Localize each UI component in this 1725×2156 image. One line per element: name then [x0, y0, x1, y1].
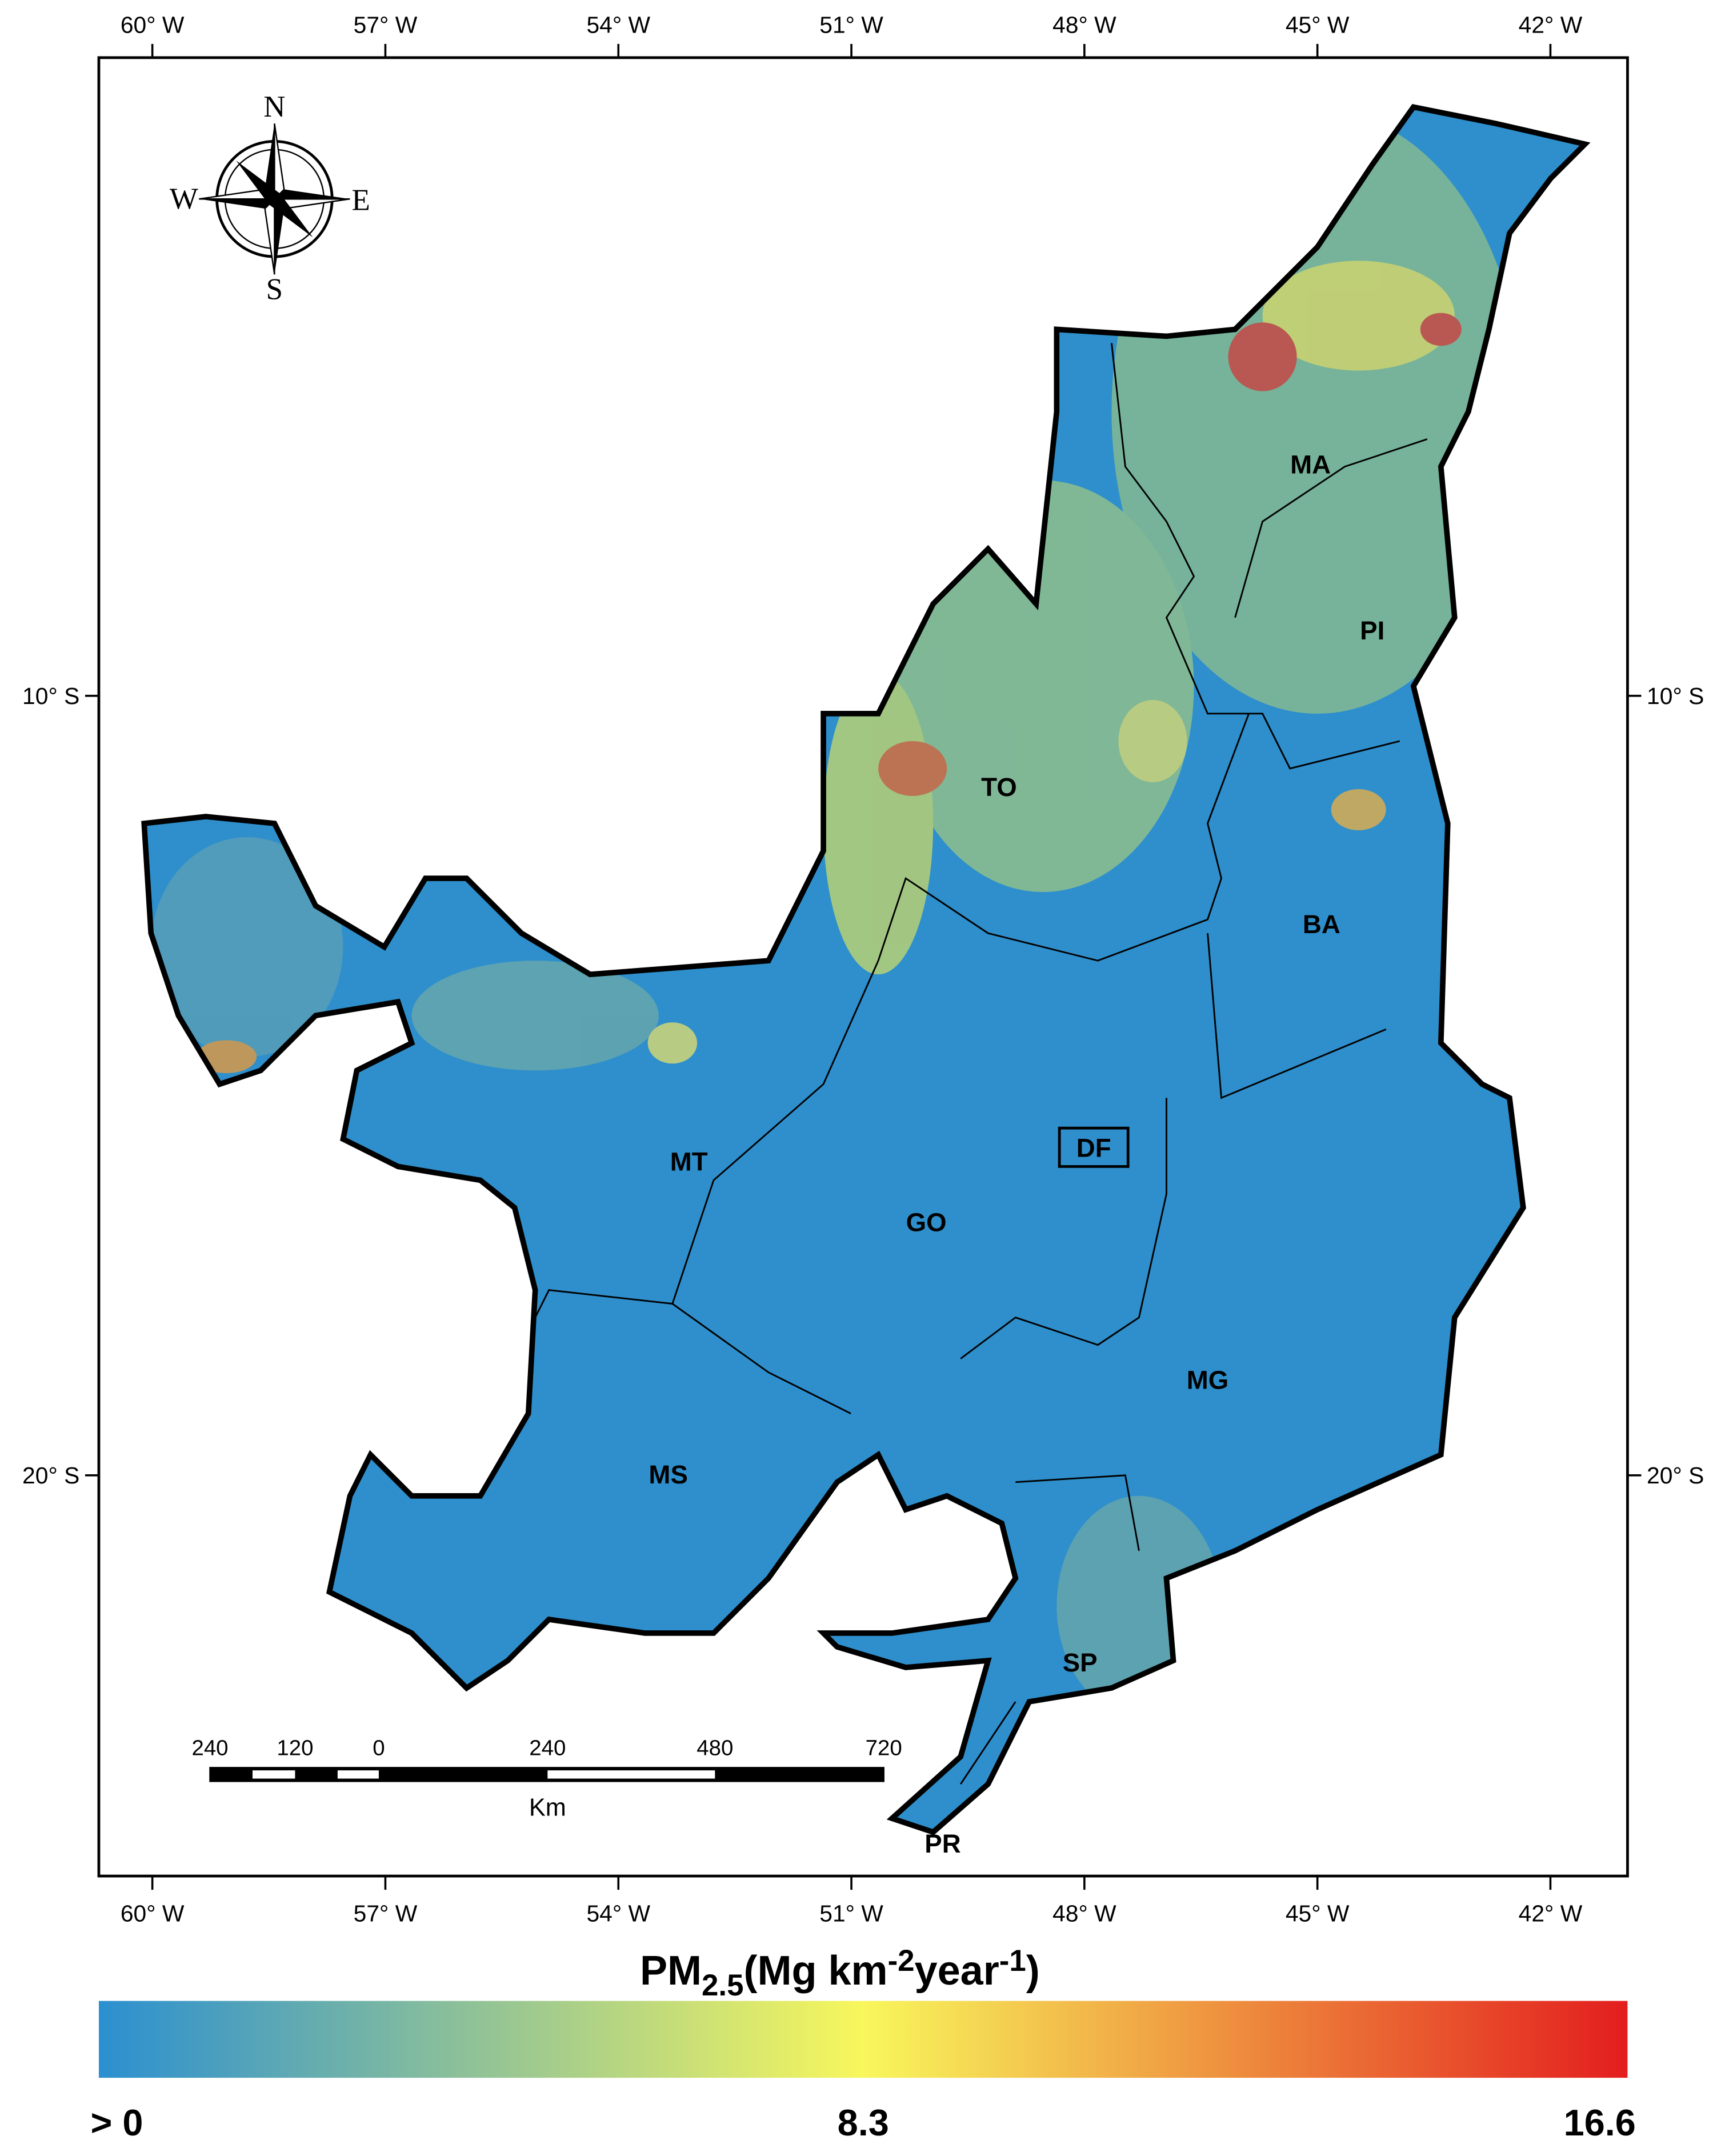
- map-frame: [97, 56, 1629, 1878]
- state-label: MA: [1290, 450, 1331, 479]
- lon-label-top: 54° W: [586, 12, 650, 38]
- lat-label-left: 10° S: [22, 683, 79, 709]
- compass-letter: S: [266, 273, 283, 306]
- colorbar-title-part: 2.5: [702, 1969, 743, 2002]
- compass-letter: E: [352, 183, 370, 217]
- compass-letter: W: [170, 182, 198, 215]
- lat-label-right: 20° S: [1647, 1462, 1704, 1489]
- lon-label-bottom: 60° W: [121, 1900, 185, 1926]
- compass-rose: [199, 123, 350, 275]
- colorbar-title: PM2.5(Mg km-2year-1): [640, 1944, 1040, 2002]
- state-label: PI: [1360, 616, 1384, 645]
- lon-label-bottom: 51° W: [819, 1900, 883, 1926]
- lat-label-left: 20° S: [22, 1462, 79, 1489]
- colorbar-tick-label: 16.6: [1564, 2102, 1636, 2143]
- colorbar-title-part: -2: [888, 1944, 915, 1978]
- colorbar-title-part: (Mg km: [743, 1948, 887, 1994]
- state-label: GO: [906, 1207, 947, 1237]
- scale-label: 240: [191, 1736, 228, 1761]
- scale-label: 0: [373, 1736, 385, 1761]
- lon-label-bottom: 42° W: [1519, 1900, 1583, 1926]
- lon-label-top: 48° W: [1052, 12, 1116, 38]
- colorbar-tick-label: > 0: [91, 2102, 143, 2143]
- scale-label: 480: [697, 1736, 733, 1761]
- lon-label-top: 42° W: [1519, 12, 1583, 38]
- df-box: [1058, 1126, 1130, 1168]
- colorbar-title-part: PM: [640, 1948, 702, 1994]
- lon-label-bottom: 57° W: [354, 1900, 418, 1926]
- colorbar-tick-label: 8.3: [838, 2102, 889, 2143]
- lon-label-bottom: 45° W: [1286, 1900, 1350, 1926]
- lon-label-top: 45° W: [1286, 12, 1350, 38]
- lon-label-bottom: 48° W: [1052, 1900, 1116, 1926]
- state-label: MT: [670, 1147, 708, 1177]
- state-label: SP: [1063, 1648, 1098, 1677]
- scale-label: 240: [529, 1736, 566, 1761]
- state-boundaries: [521, 343, 1428, 1785]
- scale-label: 120: [277, 1736, 313, 1761]
- state-label: MS: [649, 1460, 687, 1489]
- lon-label-top: 51° W: [819, 12, 883, 38]
- colorbar: [98, 2001, 1628, 2078]
- scale-bar: [209, 1767, 884, 1782]
- colorbar-title-part: year: [915, 1948, 999, 1994]
- colorbar-title-part: ): [1026, 1948, 1040, 1994]
- state-label: DF: [1076, 1134, 1111, 1163]
- compass-letter: N: [263, 90, 285, 123]
- scale-label: 720: [866, 1736, 902, 1761]
- lon-label-top: 57° W: [354, 12, 418, 38]
- colorbar-title-part: -1: [999, 1944, 1026, 1978]
- state-label: BA: [1303, 910, 1340, 939]
- state-label: TO: [981, 773, 1017, 802]
- lon-label-top: 60° W: [121, 12, 185, 38]
- raster-patches: [151, 110, 1523, 1716]
- lon-label-bottom: 54° W: [586, 1900, 650, 1926]
- scale-unit: Km: [529, 1794, 566, 1821]
- lat-label-right: 10° S: [1647, 683, 1704, 709]
- state-label: MG: [1187, 1365, 1229, 1394]
- state-label: PR: [924, 1829, 960, 1858]
